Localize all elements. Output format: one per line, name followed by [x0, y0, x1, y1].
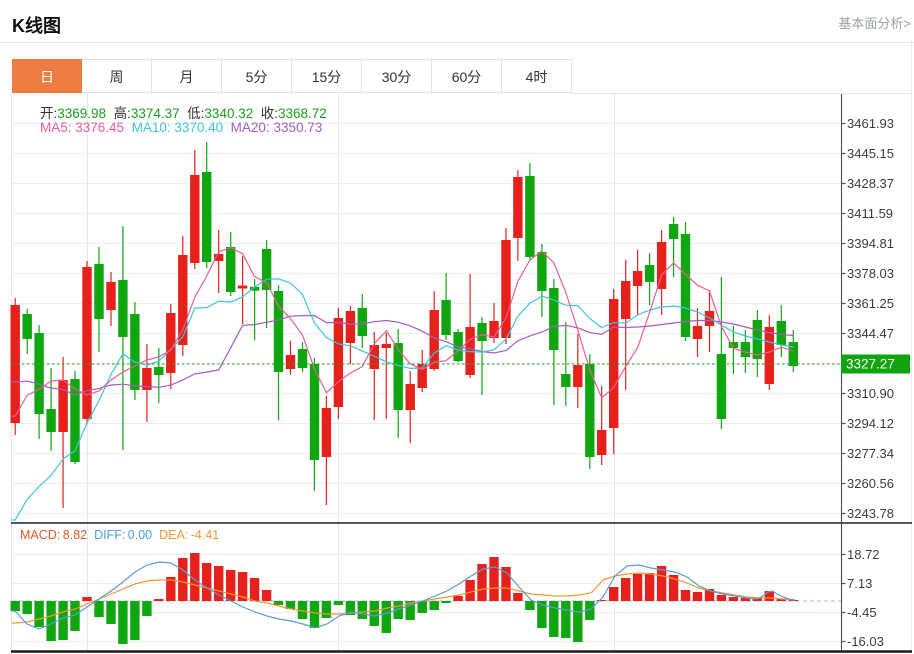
svg-text:3394.81: 3394.81	[847, 236, 894, 251]
svg-text:3461.93: 3461.93	[847, 116, 894, 131]
svg-text:-16.03: -16.03	[847, 634, 884, 649]
svg-text:3277.34: 3277.34	[847, 446, 894, 461]
svg-text:3378.03: 3378.03	[847, 266, 894, 281]
svg-text:3294.12: 3294.12	[847, 416, 894, 431]
svg-text:3428.37: 3428.37	[847, 176, 894, 191]
svg-text:3310.90: 3310.90	[847, 386, 894, 401]
svg-text:18.72: 18.72	[847, 547, 880, 562]
svg-text:3445.15: 3445.15	[847, 146, 894, 161]
svg-text:3243.78: 3243.78	[847, 506, 894, 521]
svg-text:-4.45: -4.45	[847, 605, 877, 620]
svg-text:3327.27: 3327.27	[846, 357, 895, 372]
svg-text:7.13: 7.13	[847, 576, 872, 591]
svg-text:3361.25: 3361.25	[847, 296, 894, 311]
svg-text:3260.56: 3260.56	[847, 476, 894, 491]
svg-text:3344.47: 3344.47	[847, 326, 894, 341]
svg-text:3411.59: 3411.59	[847, 206, 893, 221]
